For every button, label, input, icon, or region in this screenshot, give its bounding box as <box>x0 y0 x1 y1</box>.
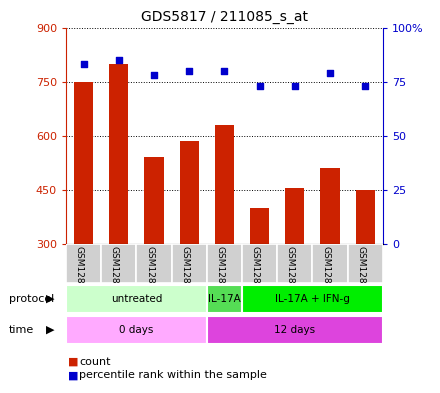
FancyBboxPatch shape <box>348 244 383 283</box>
FancyBboxPatch shape <box>207 285 242 313</box>
FancyBboxPatch shape <box>66 285 207 313</box>
Text: ■: ■ <box>68 370 79 380</box>
Point <box>326 70 334 76</box>
Text: ▶: ▶ <box>46 325 55 335</box>
FancyBboxPatch shape <box>66 244 101 283</box>
FancyBboxPatch shape <box>101 244 136 283</box>
Text: GSM1283282: GSM1283282 <box>356 246 365 306</box>
Text: 12 days: 12 days <box>274 325 315 335</box>
Text: GSM1283277: GSM1283277 <box>180 246 189 306</box>
Text: IL-17A: IL-17A <box>208 294 241 304</box>
Bar <box>180 141 199 244</box>
FancyBboxPatch shape <box>172 244 207 283</box>
Bar <box>109 64 128 244</box>
Point <box>256 83 263 89</box>
Point <box>362 83 369 89</box>
Text: percentile rank within the sample: percentile rank within the sample <box>79 370 267 380</box>
Text: ▶: ▶ <box>46 294 55 304</box>
Point <box>291 83 298 89</box>
Bar <box>356 189 375 244</box>
Text: IL-17A + IFN-g: IL-17A + IFN-g <box>275 294 350 304</box>
FancyBboxPatch shape <box>312 244 348 283</box>
FancyBboxPatch shape <box>207 316 383 344</box>
Bar <box>250 208 269 244</box>
Text: GSM1283276: GSM1283276 <box>145 246 154 306</box>
Text: untreated: untreated <box>111 294 162 304</box>
FancyBboxPatch shape <box>207 244 242 283</box>
Text: GSM1283279: GSM1283279 <box>251 246 260 306</box>
Point <box>186 68 193 74</box>
Text: GSM1283281: GSM1283281 <box>321 246 330 306</box>
Text: GSM1283280: GSM1283280 <box>286 246 295 306</box>
Bar <box>320 168 340 244</box>
Text: protocol: protocol <box>9 294 54 304</box>
FancyBboxPatch shape <box>277 244 312 283</box>
Bar <box>215 125 234 244</box>
Point <box>221 68 228 74</box>
Text: count: count <box>79 356 111 367</box>
FancyBboxPatch shape <box>66 316 207 344</box>
Bar <box>144 157 164 244</box>
FancyBboxPatch shape <box>242 285 383 313</box>
Text: time: time <box>9 325 34 335</box>
FancyBboxPatch shape <box>242 244 277 283</box>
Text: GSM1283278: GSM1283278 <box>216 246 224 306</box>
Bar <box>285 188 304 244</box>
FancyBboxPatch shape <box>136 244 172 283</box>
Text: GSM1283274: GSM1283274 <box>75 246 84 306</box>
Bar <box>74 81 93 244</box>
Title: GDS5817 / 211085_s_at: GDS5817 / 211085_s_at <box>141 10 308 24</box>
Point <box>150 72 158 78</box>
Point <box>80 61 87 67</box>
Text: 0 days: 0 days <box>119 325 154 335</box>
Text: GSM1283275: GSM1283275 <box>110 246 119 306</box>
Point <box>115 57 122 63</box>
Text: ■: ■ <box>68 356 79 367</box>
